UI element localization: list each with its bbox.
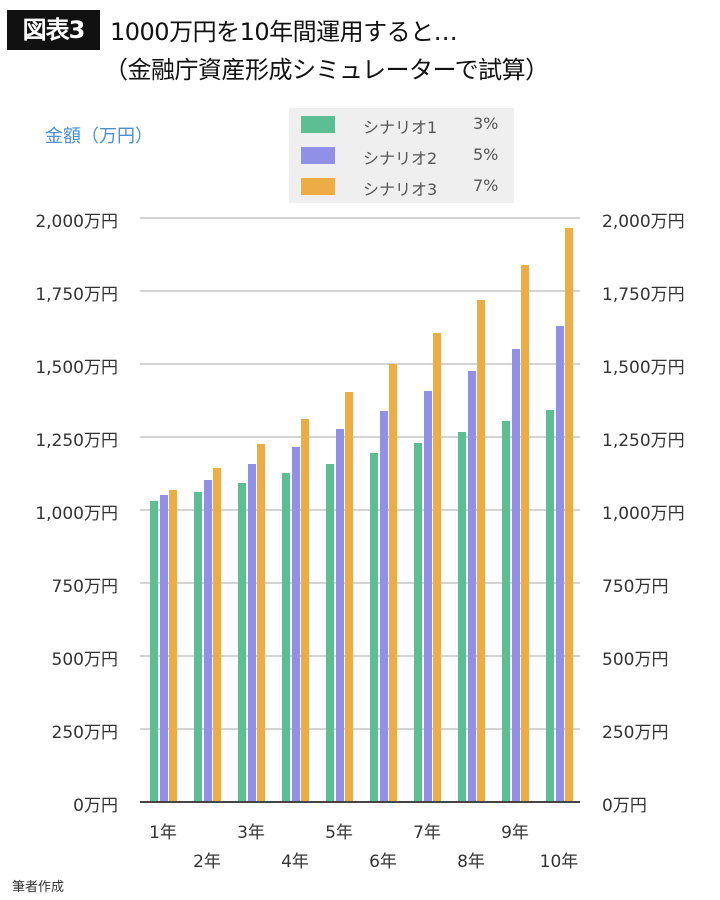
- gridline: [140, 290, 580, 292]
- bar-シナリオ1: [502, 420, 510, 802]
- gridline: [140, 436, 580, 438]
- x-tick-label: 10年: [539, 852, 579, 872]
- legend-item-scenario2: シナリオ2 5%: [301, 145, 511, 168]
- source-note: 筆者作成: [12, 880, 65, 895]
- legend-rate: 5%: [473, 145, 499, 164]
- bar-シナリオ2: [203, 479, 212, 802]
- x-tick-label: 9年: [501, 823, 529, 843]
- legend-swatch-icon: [301, 178, 335, 195]
- bar-シナリオ2: [423, 391, 432, 802]
- bar-シナリオ1: [282, 473, 290, 802]
- y-tick-label-right: 1,750万円: [602, 285, 685, 305]
- legend-label: シナリオ1: [363, 118, 438, 137]
- bar-シナリオ3: [169, 489, 178, 802]
- y-tick-label-left: 750万円: [51, 577, 118, 597]
- gridline: [140, 728, 580, 730]
- y-tick-label-left: 1,750万円: [35, 285, 118, 305]
- bar-シナリオ2: [291, 446, 300, 802]
- bar-シナリオ3: [257, 444, 266, 802]
- bar-シナリオ3: [565, 227, 574, 802]
- y-tick-label-left: 0万円: [73, 796, 118, 816]
- bar-シナリオ2: [159, 495, 168, 802]
- bar-シナリオ1: [194, 492, 202, 802]
- y-tick-label-left: 250万円: [51, 723, 118, 743]
- y-tick-label-right: 0万円: [602, 796, 647, 816]
- bar-シナリオ2: [511, 349, 520, 802]
- bar-シナリオ2: [467, 370, 476, 802]
- y-tick-label-right: 1,500万円: [602, 358, 685, 378]
- y-axis-label: 金額（万円）: [45, 126, 153, 147]
- bar-シナリオ1: [370, 453, 378, 802]
- bar-シナリオ3: [213, 467, 222, 802]
- bar-シナリオ3: [433, 333, 442, 802]
- bar-シナリオ1: [458, 432, 466, 802]
- gridline: [140, 509, 580, 511]
- legend: シナリオ1 3% シナリオ2 5% シナリオ3 7%: [289, 108, 514, 203]
- x-tick-label: 7年: [413, 823, 441, 843]
- bar-シナリオ3: [477, 300, 486, 802]
- y-tick-label-left: 1,000万円: [35, 504, 118, 524]
- gridline: [140, 655, 580, 657]
- bar-シナリオ2: [555, 326, 564, 802]
- gridline: [140, 217, 580, 219]
- x-tick-label: 8年: [457, 852, 485, 872]
- x-axis-line: [140, 801, 580, 803]
- bar-シナリオ2: [247, 463, 256, 802]
- y-tick-label-right: 500万円: [602, 650, 669, 670]
- y-tick-label-left: 2,000万円: [35, 212, 118, 232]
- legend-rate: 3%: [473, 114, 499, 133]
- legend-rate: 7%: [473, 176, 499, 195]
- x-tick-label: 4年: [281, 852, 309, 872]
- legend-item-scenario1: シナリオ1 3%: [301, 114, 511, 137]
- y-tick-label-left: 1,500万円: [35, 358, 118, 378]
- y-tick-label-right: 2,000万円: [602, 212, 685, 232]
- bar-シナリオ2: [335, 429, 344, 802]
- legend-swatch-icon: [301, 116, 335, 133]
- x-tick-label: 2年: [193, 852, 221, 872]
- x-tick-label: 6年: [369, 852, 397, 872]
- chart-title: 1000万円を10年間運用すると…: [110, 18, 458, 46]
- legend-label: シナリオ3: [363, 180, 438, 199]
- y-tick-label-right: 750万円: [602, 577, 669, 597]
- gridline: [140, 363, 580, 365]
- bar-シナリオ3: [301, 419, 310, 802]
- bar-シナリオ1: [150, 501, 158, 802]
- bar-シナリオ1: [546, 409, 554, 802]
- x-tick-label: 3年: [237, 823, 265, 843]
- gridline: [140, 582, 580, 584]
- y-tick-label-right: 1,000万円: [602, 504, 685, 524]
- bar-シナリオ1: [414, 442, 422, 802]
- bar-シナリオ3: [389, 363, 398, 802]
- legend-label: シナリオ2: [363, 149, 438, 168]
- x-tick-label: 5年: [325, 823, 353, 843]
- x-tick-label: 1年: [149, 823, 177, 843]
- bar-シナリオ2: [379, 410, 388, 802]
- legend-swatch-icon: [301, 147, 335, 164]
- bar-シナリオ1: [238, 482, 246, 802]
- bar-シナリオ3: [521, 265, 530, 802]
- y-tick-label-left: 1,250万円: [35, 431, 118, 451]
- bar-シナリオ3: [345, 392, 354, 802]
- y-tick-label-right: 250万円: [602, 723, 669, 743]
- legend-item-scenario3: シナリオ3 7%: [301, 176, 511, 199]
- y-tick-label-right: 1,250万円: [602, 431, 685, 451]
- bar-シナリオ1: [326, 463, 334, 802]
- y-tick-label-left: 500万円: [51, 650, 118, 670]
- chart-subtitle: （金融庁資産形成シミュレーターで試算）: [104, 56, 549, 84]
- figure-badge: 図表3: [7, 10, 100, 50]
